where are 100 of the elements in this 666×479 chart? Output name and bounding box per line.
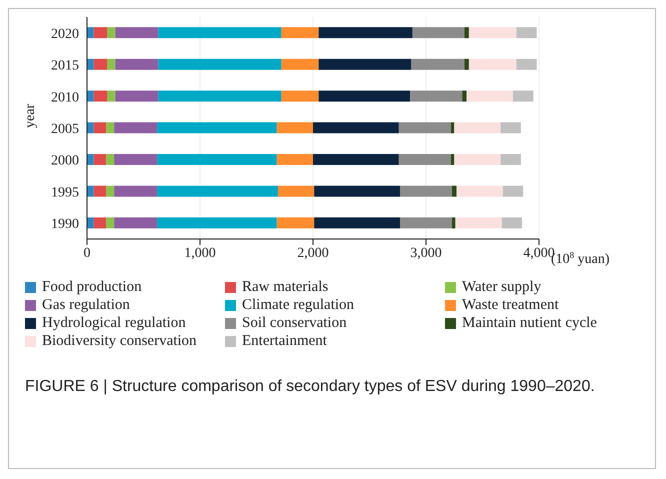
bar	[318, 58, 412, 70]
bar	[106, 186, 114, 197]
bar	[157, 217, 277, 228]
bar	[114, 122, 158, 134]
bar	[94, 186, 106, 197]
bar	[94, 27, 108, 38]
bar	[276, 122, 313, 134]
bar	[464, 27, 469, 38]
bar	[500, 154, 521, 166]
bar	[450, 122, 454, 134]
bar	[468, 58, 516, 70]
bar	[87, 217, 94, 228]
bar	[94, 122, 106, 134]
bar	[313, 122, 399, 134]
bar	[157, 186, 278, 197]
bar	[106, 154, 114, 166]
bar	[281, 90, 319, 102]
bar	[450, 154, 454, 166]
bar	[411, 58, 464, 70]
bar	[398, 154, 451, 166]
bar	[107, 90, 116, 102]
bar	[94, 154, 106, 166]
bar	[115, 90, 158, 102]
bar	[106, 217, 114, 228]
y-axis-title: year	[22, 104, 38, 128]
bar	[464, 58, 469, 70]
bar	[502, 186, 524, 197]
x-tick-label: 1,000	[184, 246, 216, 261]
legend-label: Soil conservation	[241, 315, 348, 332]
bar	[313, 154, 399, 166]
y-tick-label: 1990	[51, 217, 79, 232]
bar	[400, 186, 452, 197]
bar	[281, 27, 319, 38]
legend-label: Gas regulation	[41, 297, 131, 314]
legend-label: Water supply	[461, 279, 542, 296]
bar	[87, 90, 94, 102]
bar	[452, 217, 456, 228]
bar	[314, 217, 400, 228]
bar	[276, 154, 313, 166]
legend-label: Biodiversity conservation	[41, 333, 198, 350]
y-tick-label: 1995	[51, 185, 79, 200]
bar	[400, 217, 452, 228]
y-tick-label: 2000	[51, 154, 79, 169]
bar	[452, 186, 457, 197]
bar	[410, 90, 462, 102]
bar	[107, 27, 116, 38]
bar	[87, 154, 94, 166]
bar	[114, 186, 158, 197]
bar	[454, 122, 501, 134]
bar	[462, 90, 467, 102]
bar	[94, 58, 108, 70]
bar	[115, 58, 158, 70]
bar	[158, 90, 282, 102]
legend-label: Raw materials	[241, 279, 330, 296]
bar	[158, 27, 282, 38]
bar	[276, 217, 314, 228]
bar	[516, 27, 537, 38]
bar	[466, 90, 514, 102]
bar	[94, 217, 106, 228]
bar	[502, 217, 522, 228]
bar	[107, 58, 116, 70]
legend-label: Entertainment	[241, 333, 328, 350]
x-tick-label: 3,000	[410, 246, 442, 261]
x-tick-label: 0	[84, 246, 90, 261]
bar	[281, 58, 319, 70]
bar	[500, 122, 521, 134]
legend-label: Maintain nutient cycle	[461, 315, 598, 332]
x-tick-label: 2,000	[297, 246, 329, 261]
bar	[114, 217, 158, 228]
bar	[87, 122, 94, 134]
bar	[115, 27, 158, 38]
y-tick-label: 2005	[51, 122, 79, 137]
bar	[87, 58, 94, 70]
bar	[468, 27, 516, 38]
bar	[314, 186, 400, 197]
bar	[94, 90, 108, 102]
caption: FIGURE 6 | Structure comparison of secondary types of ESV during 1990–2020.	[25, 377, 596, 397]
bar	[516, 58, 537, 70]
legend-label: Food production	[41, 279, 143, 296]
bar	[87, 27, 94, 38]
bar	[157, 154, 277, 166]
y-tick-label: 2020	[51, 26, 79, 42]
bar	[87, 186, 94, 197]
bar	[158, 58, 282, 70]
bar	[114, 154, 158, 166]
legend-label: Waste treatment	[461, 297, 560, 314]
bar	[454, 154, 501, 166]
bar	[513, 90, 534, 102]
y-tick-label: 2015	[51, 58, 79, 74]
bar	[318, 90, 410, 102]
y-tick-label: 2010	[51, 90, 79, 106]
bar	[278, 186, 314, 197]
bar	[455, 217, 502, 228]
legend-label: Climate regulation	[241, 297, 356, 314]
bar	[412, 27, 464, 38]
bar	[456, 186, 503, 197]
bar	[157, 122, 277, 134]
bar	[106, 122, 114, 134]
bar	[398, 122, 451, 134]
bar	[318, 27, 412, 38]
